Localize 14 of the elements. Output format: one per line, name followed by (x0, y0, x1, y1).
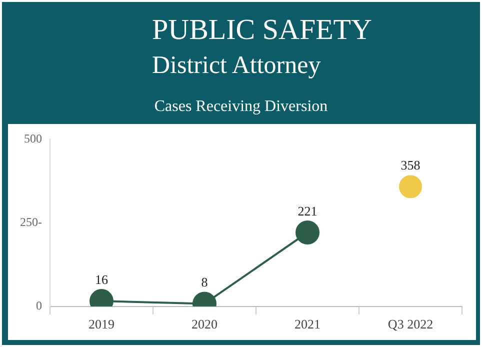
data-label: 358 (400, 158, 420, 173)
text: Cases Receiving Diversion (153, 98, 329, 116)
x-tick-label: 2020 (192, 316, 218, 332)
data-label: 221 (298, 203, 318, 218)
data-label: 16 (94, 272, 108, 287)
x-tick-label: Q3 2022 (388, 316, 434, 332)
y-tick-label: 250- (20, 214, 42, 229)
x-tick-label: 2021 (294, 316, 320, 332)
chart-title: PUBLIC SAFETY (152, 14, 372, 47)
y-tick-label: 500 (24, 131, 42, 146)
y-tick-label: 0 (36, 298, 42, 313)
chart-subtitle: District Attorney (152, 52, 321, 80)
x-tick-label: 2019 (88, 316, 114, 332)
data-label: 8 (201, 274, 208, 290)
